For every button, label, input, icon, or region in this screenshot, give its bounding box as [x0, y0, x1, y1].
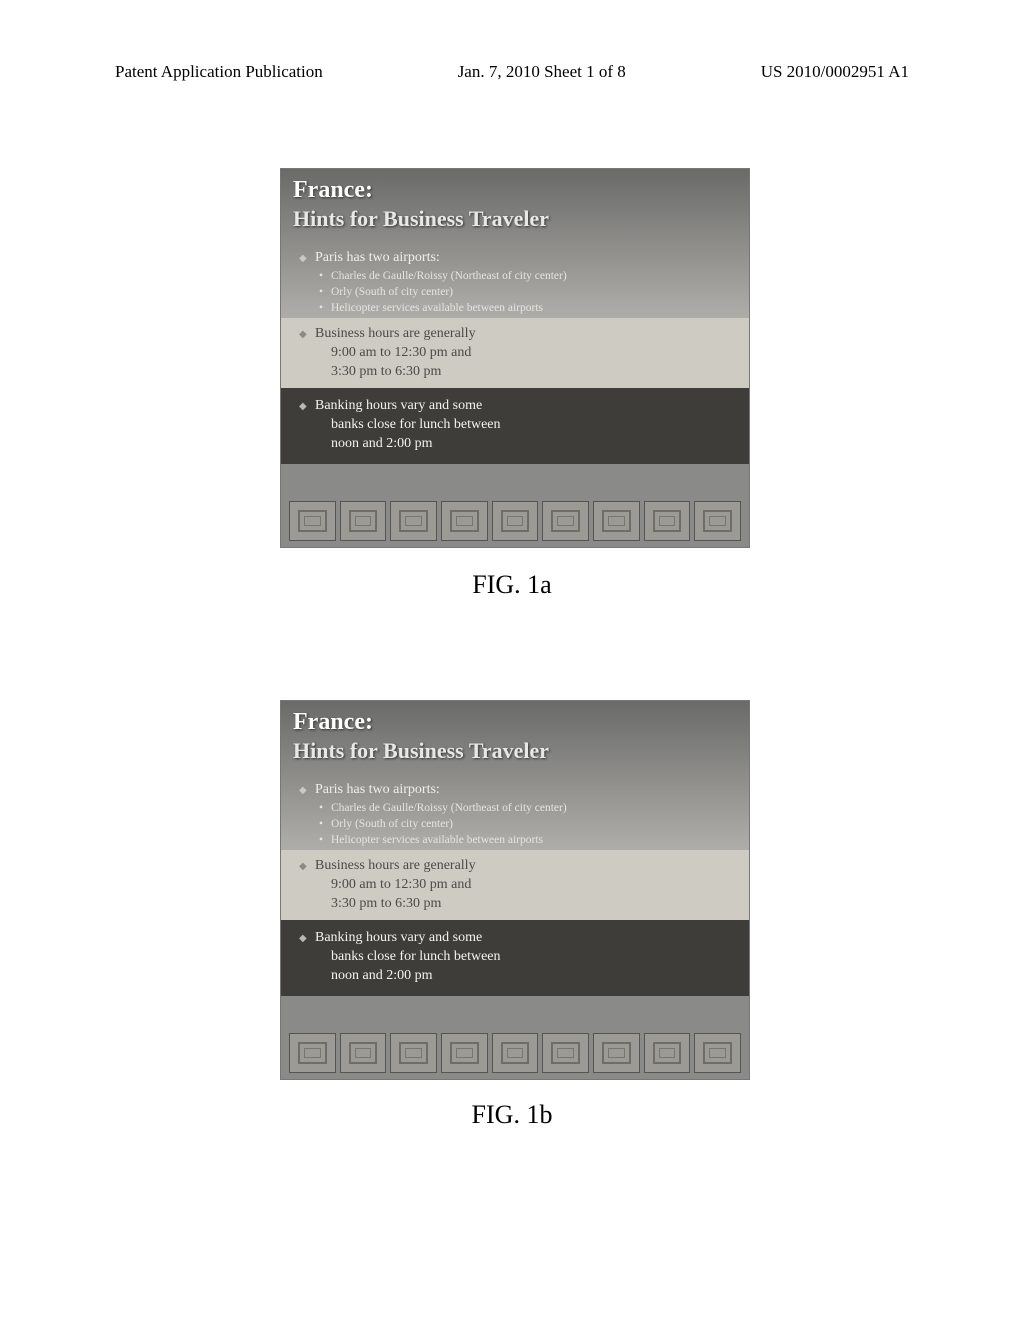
thumbnail[interactable]: [644, 501, 691, 541]
figure-1a-label: FIG. 1a: [0, 570, 1024, 600]
bullet-airports-sub3: Helicopter services available between ai…: [297, 832, 733, 848]
hours-line2: 3:30 pm to 6:30 pm: [297, 363, 733, 382]
thumbnail[interactable]: [644, 1033, 691, 1073]
thumbnail[interactable]: [441, 1033, 488, 1073]
figure-1a-container: France: Hints for Business Traveler Pari…: [280, 168, 750, 548]
bullet-banking: Banking hours vary and some: [297, 926, 733, 948]
thumbnail[interactable]: [289, 501, 336, 541]
thumbnail[interactable]: [542, 501, 589, 541]
slide-title: France:: [281, 701, 749, 738]
hours-line2: 3:30 pm to 6:30 pm: [297, 895, 733, 914]
page-header: Patent Application Publication Jan. 7, 2…: [0, 62, 1024, 82]
hours-line1: 9:00 am to 12:30 pm and: [297, 876, 733, 895]
thumbnail[interactable]: [593, 501, 640, 541]
light-band: Business hours are generally 9:00 am to …: [281, 850, 749, 920]
banking-line1: banks close for lunch between: [297, 416, 733, 435]
bullet-airports-sub3: Helicopter services available between ai…: [297, 300, 733, 316]
light-band: Business hours are generally 9:00 am to …: [281, 318, 749, 388]
bullet-hours: Business hours are generally: [297, 322, 733, 344]
hours-line1: 9:00 am to 12:30 pm and: [297, 344, 733, 363]
bullet-hours: Business hours are generally: [297, 854, 733, 876]
thumbnail[interactable]: [340, 1033, 387, 1073]
figure-1b-label: FIG. 1b: [0, 1100, 1024, 1130]
thumbnail[interactable]: [694, 501, 741, 541]
thumbnail[interactable]: [441, 501, 488, 541]
bullet-banking: Banking hours vary and some: [297, 394, 733, 416]
thumbnail[interactable]: [390, 501, 437, 541]
slide-title: France:: [281, 169, 749, 206]
slide-1b: France: Hints for Business Traveler Pari…: [280, 700, 750, 1080]
header-left: Patent Application Publication: [115, 62, 323, 82]
slide-subtitle: Hints for Business Traveler: [281, 206, 749, 242]
slide-1a: France: Hints for Business Traveler Pari…: [280, 168, 750, 548]
thumbnail[interactable]: [289, 1033, 336, 1073]
thumbnail[interactable]: [492, 1033, 539, 1073]
bullet-airports-sub2: Orly (South of city center): [297, 816, 733, 832]
slide-subtitle: Hints for Business Traveler: [281, 738, 749, 774]
banking-line2: noon and 2:00 pm: [297, 435, 733, 454]
bullet-airports-sub1: Charles de Gaulle/Roissy (Northeast of c…: [297, 268, 733, 284]
thumbnail-strip: [289, 501, 741, 541]
thumbnail[interactable]: [390, 1033, 437, 1073]
bullet-airports: Paris has two airports:: [297, 778, 733, 800]
thumbnail[interactable]: [542, 1033, 589, 1073]
slide-body: Paris has two airports: Charles de Gaull…: [281, 242, 749, 464]
bullet-airports-sub1: Charles de Gaulle/Roissy (Northeast of c…: [297, 800, 733, 816]
thumbnail-strip: [289, 1033, 741, 1073]
thumbnail[interactable]: [694, 1033, 741, 1073]
dark-band: Banking hours vary and some banks close …: [281, 920, 749, 996]
thumbnail[interactable]: [593, 1033, 640, 1073]
slide-body: Paris has two airports: Charles de Gaull…: [281, 774, 749, 996]
banking-line2: noon and 2:00 pm: [297, 967, 733, 986]
thumbnail[interactable]: [492, 501, 539, 541]
thumbnail[interactable]: [340, 501, 387, 541]
banking-line1: banks close for lunch between: [297, 948, 733, 967]
dark-band: Banking hours vary and some banks close …: [281, 388, 749, 464]
header-right: US 2010/0002951 A1: [761, 62, 909, 82]
figure-1b-container: France: Hints for Business Traveler Pari…: [280, 700, 750, 1080]
bullet-airports: Paris has two airports:: [297, 246, 733, 268]
header-center: Jan. 7, 2010 Sheet 1 of 8: [458, 62, 626, 82]
bullet-airports-sub2: Orly (South of city center): [297, 284, 733, 300]
